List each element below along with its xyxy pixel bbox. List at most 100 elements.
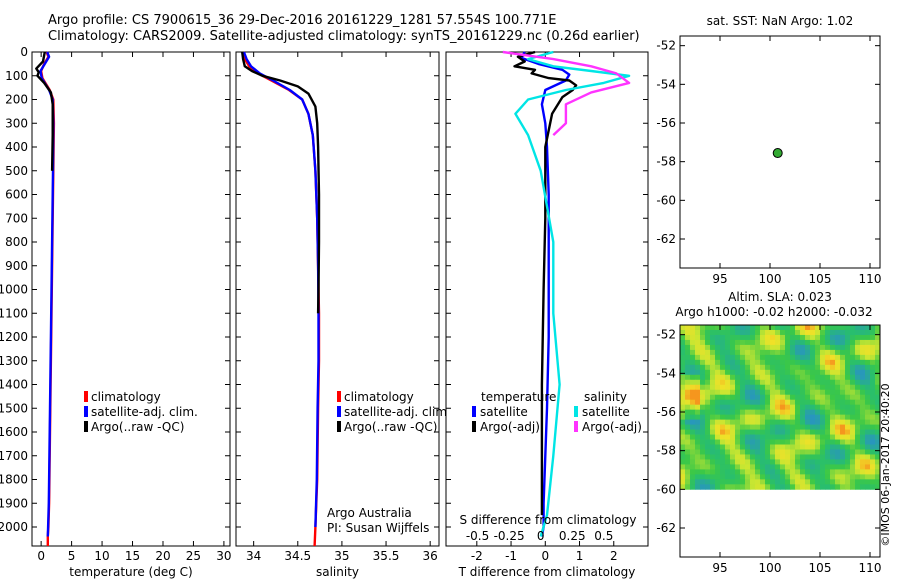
- sla-heatmap-cell: [790, 464, 796, 470]
- sla-heatmap-cell: [700, 394, 706, 401]
- sla-heatmap-cell: [870, 379, 876, 386]
- sla-heatmap-cell: [865, 374, 871, 381]
- sla-heatmap-cell: [820, 374, 826, 381]
- sla-heatmap-cell: [840, 469, 846, 475]
- sla-heatmap-cell: [725, 479, 731, 485]
- sla-heatmap-cell: [820, 449, 826, 455]
- sla-heatmap-cell: [770, 379, 776, 386]
- sla-heatmap-cell: [820, 409, 826, 416]
- sla-heatmap-cell: [795, 369, 801, 376]
- sla-heatmap-cell: [855, 404, 861, 411]
- sla-heatmap-cell: [805, 424, 811, 430]
- sla-heatmap-cell: [745, 484, 751, 490]
- difference-legend-swatch: [472, 421, 476, 432]
- sla-heatmap-cell: [780, 384, 786, 391]
- sla-heatmap-cell: [840, 449, 846, 455]
- sla-heatmap-cell: [780, 454, 786, 460]
- sla-heatmap-cell: [855, 414, 861, 421]
- sla-heatmap-cell: [870, 464, 876, 470]
- sla-heatmap-cell: [705, 454, 711, 460]
- sla-heatmap-cell: [855, 325, 861, 331]
- sla-heatmap-cell: [725, 424, 731, 430]
- sla-heatmap-cell: [705, 359, 711, 366]
- sla-heatmap-cell: [805, 469, 811, 475]
- sla-heatmap-cell: [805, 479, 811, 485]
- sla-heatmap-cell: [765, 389, 771, 396]
- sla-heatmap-cell: [780, 424, 786, 430]
- sla-heatmap-cell: [685, 344, 691, 351]
- sla-heatmap-cell: [715, 394, 721, 401]
- sla-heatmap-cell: [840, 354, 846, 361]
- sla-heatmap-cell: [810, 374, 816, 381]
- sla-heatmap-cell: [835, 469, 841, 475]
- sla-heatmap-cell: [875, 364, 881, 371]
- sla-heatmap-cell: [680, 414, 686, 421]
- sla-heatmap-cell: [705, 349, 711, 356]
- sla-heatmap-cell: [850, 364, 856, 371]
- temperature-legend-label: Argo(..raw -QC): [91, 420, 184, 434]
- sla-heatmap-cell: [760, 419, 766, 425]
- sla-heatmap-cell: [700, 439, 706, 445]
- sla-heatmap-cell: [850, 409, 856, 416]
- temperature-legend-label: satellite-adj. clim.: [91, 405, 198, 419]
- temperature-xtick-label: 0: [37, 549, 45, 563]
- sla-heatmap-cell: [715, 399, 721, 406]
- sla-heatmap-cell: [875, 325, 881, 331]
- sla-heatmap-cell: [690, 404, 696, 411]
- difference-legend-label: Argo(-adj): [480, 420, 540, 434]
- sla-heatmap-cell: [735, 349, 741, 356]
- sla-heatmap-cell: [775, 364, 781, 371]
- sla-heatmap-cell: [725, 434, 731, 440]
- sla-heatmap-cell: [685, 389, 691, 396]
- sla-heatmap-cell: [765, 354, 771, 361]
- sla-heatmap-cell: [750, 339, 756, 346]
- sla-heatmap-cell: [790, 349, 796, 356]
- salinity-legend-label: climatology: [344, 390, 414, 404]
- sla-heatmap-cell: [810, 384, 816, 391]
- sla-heatmap-cell: [680, 479, 686, 485]
- sla-heatmap-cell: [805, 399, 811, 406]
- salinity-annotation-pi: PI: Susan Wijffels: [327, 521, 429, 535]
- sla-heatmap-cell: [735, 469, 741, 475]
- sla-heatmap-cell: [750, 464, 756, 470]
- sla-heatmap-cell: [700, 484, 706, 490]
- sla-heatmap-cell: [840, 389, 846, 396]
- sla-heatmap-cell: [725, 464, 731, 470]
- sla-heatmap-cell: [705, 404, 711, 411]
- sla-heatmap-cell: [775, 474, 781, 480]
- sla-heatmap-cell: [715, 374, 721, 381]
- temperature-legend-swatch: [84, 391, 88, 402]
- sla-heatmap-cell: [745, 424, 751, 430]
- sla-heatmap-cell: [755, 334, 761, 341]
- sla-heatmap-cell: [710, 464, 716, 470]
- sla-heatmap-cell: [720, 404, 726, 411]
- sla-heatmap-cell: [760, 439, 766, 445]
- sla-heatmap-cell: [875, 484, 881, 490]
- sla-heatmap-cell: [730, 404, 736, 411]
- sla-heatmap-cell: [695, 349, 701, 356]
- sla-heatmap-cell: [830, 364, 836, 371]
- sla-heatmap-cell: [685, 325, 691, 331]
- sla-heatmap-cell: [725, 369, 731, 376]
- sla-heatmap-cell: [800, 329, 806, 336]
- sla-heatmap-cell: [765, 339, 771, 346]
- sla-heatmap-cell: [840, 409, 846, 416]
- sla-heatmap-cell: [685, 484, 691, 490]
- sla-heatmap-cell: [805, 464, 811, 470]
- argo-location-marker: [772, 148, 783, 159]
- sla-heatmap-cell: [830, 374, 836, 381]
- sla-heatmap-cell: [795, 469, 801, 475]
- sla-heatmap-cell: [780, 374, 786, 381]
- sla-heatmap-cell: [710, 394, 716, 401]
- sla-heatmap-cell: [860, 424, 866, 430]
- sla-heatmap-cell: [695, 429, 701, 435]
- sla-heatmap-cell: [850, 329, 856, 336]
- sla-heatmap-cell: [690, 484, 696, 490]
- sla-heatmap-cell: [760, 325, 766, 331]
- sla-heatmap-cell: [720, 394, 726, 401]
- sla-heatmap-cell: [685, 474, 691, 480]
- sla-heatmap-cell: [770, 409, 776, 416]
- sla-heatmap-cell: [730, 419, 736, 425]
- sla-heatmap-cell: [875, 419, 881, 425]
